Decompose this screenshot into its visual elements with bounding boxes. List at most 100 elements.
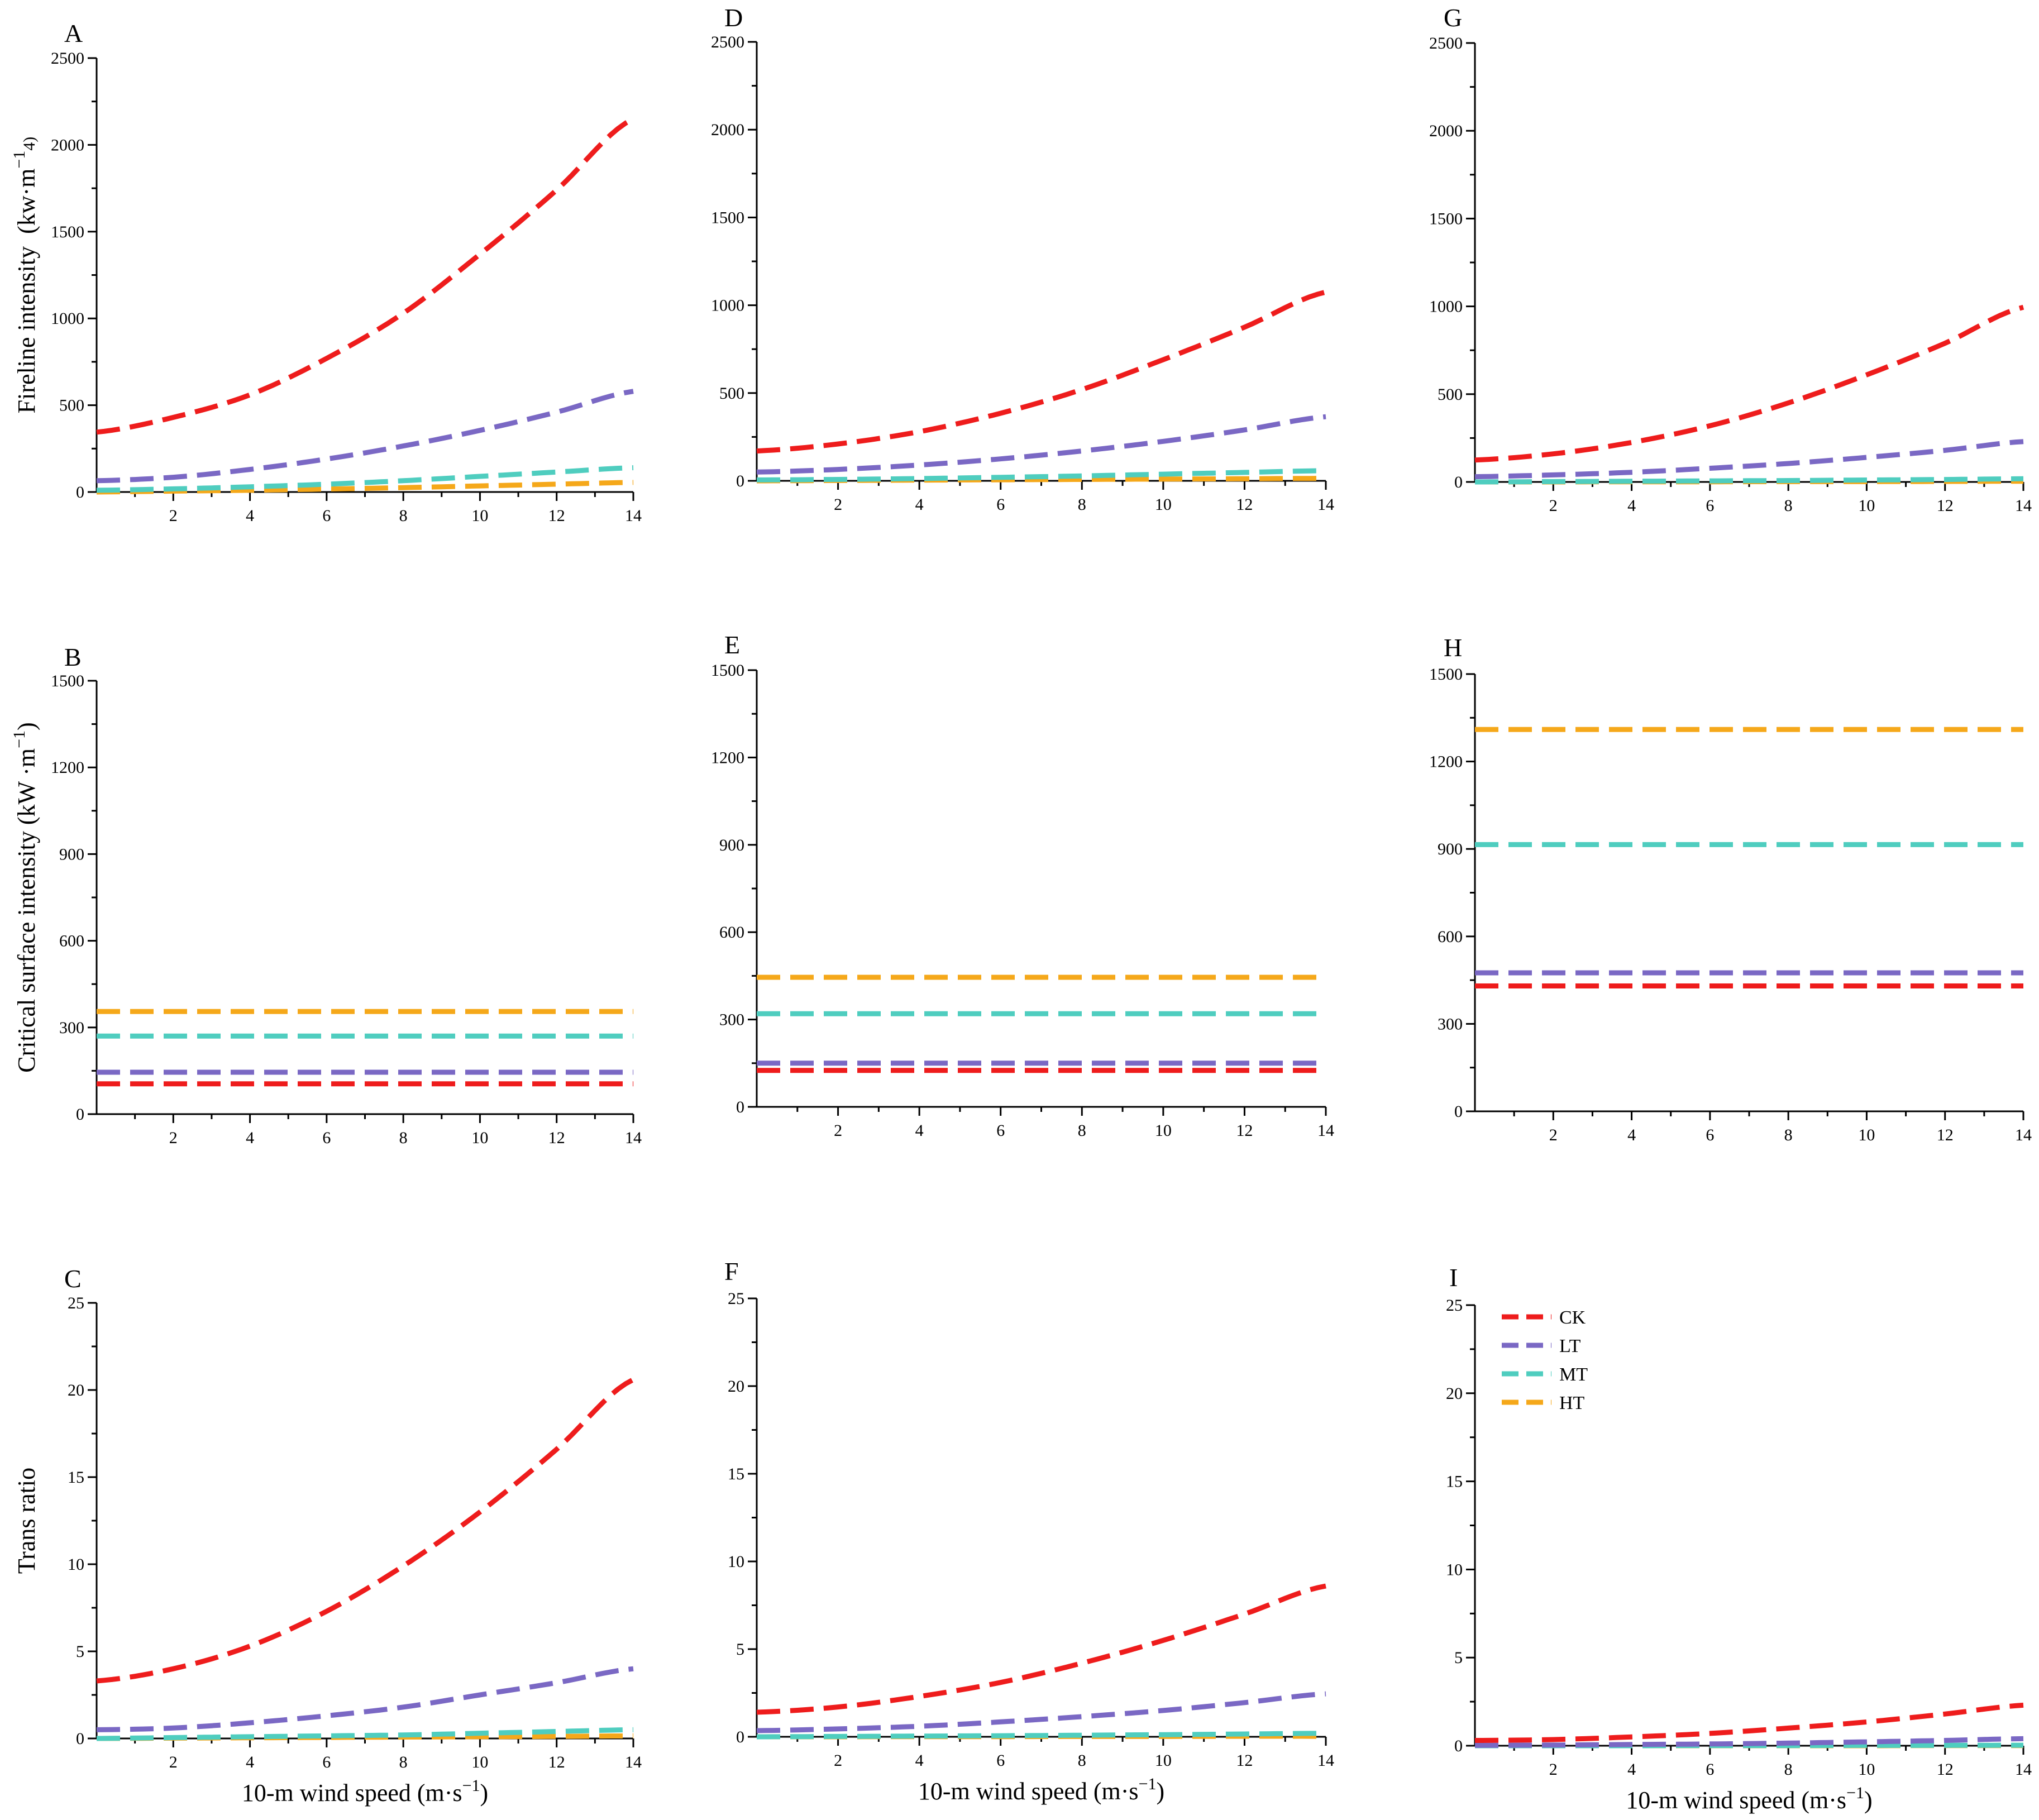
x-tick-label: 4: [1627, 496, 1636, 515]
y-tick-label: 300: [1438, 1015, 1463, 1033]
y-tick-label: 1200: [1429, 753, 1463, 771]
panel-letter: C: [64, 1264, 82, 1293]
x-tick-label: 4: [915, 1121, 924, 1140]
panel-letter: E: [724, 630, 740, 659]
y-tick-label: 1000: [51, 309, 84, 328]
y-tick-label: 1500: [711, 661, 744, 680]
x-tick-label: 10: [1155, 1751, 1172, 1770]
x-axis-unit-close: ): [1864, 1786, 1873, 1814]
x-tick-label: 2: [169, 1753, 178, 1771]
y-tick-label: 0: [1454, 473, 1463, 491]
x-tick-label: 4: [246, 507, 254, 525]
y-axis-unit-artifact: 4): [20, 137, 39, 151]
x-tick-label: 12: [1937, 1760, 1954, 1779]
y-tick-label: 300: [719, 1011, 744, 1029]
x-axis-unit-superscript: −1: [462, 1776, 480, 1795]
y-tick-label: 25: [728, 1289, 744, 1308]
x-tick-label: 6: [322, 507, 331, 525]
series-line-LT: [1474, 1736, 2024, 1748]
y-tick-label: 2000: [51, 136, 84, 154]
series-line-MT: [757, 1731, 1326, 1740]
x-axis-label: 10-m wind speed (m·s−1): [1626, 1784, 1872, 1814]
y-axis-label: Critical surface intensity (kW ·m−1): [10, 722, 40, 1072]
x-tick-label: 6: [322, 1753, 331, 1771]
y-tick-label: 0: [736, 472, 744, 490]
y-tick-label: 0: [76, 1105, 84, 1124]
y-tick-label: 600: [1438, 928, 1463, 946]
panel-letter: A: [64, 19, 83, 47]
panel-letter: D: [724, 3, 743, 32]
series-line-CK: [1475, 1702, 2024, 1743]
x-tick-label: 14: [2015, 1126, 2032, 1144]
y-tick-label: 2000: [711, 121, 744, 139]
x-tick-label: 12: [548, 507, 565, 525]
x-tick-label: 6: [996, 495, 1005, 514]
series-line-MT: [757, 468, 1326, 483]
x-tick-label: 8: [399, 1753, 408, 1771]
x-axis-label: 10-m wind speed (m·s−1): [242, 1776, 488, 1807]
x-axis-label-text: 10-m wind speed (m·s: [918, 1778, 1139, 1805]
x-tick-label: 2: [834, 1751, 842, 1770]
y-tick-label: 1500: [51, 223, 84, 241]
y-axis-unit-superscript: −1: [10, 151, 28, 169]
series-line-HT: [757, 476, 1326, 484]
y-tick-label: 20: [1446, 1384, 1463, 1403]
y-tick-label: 1500: [51, 672, 84, 690]
panel-letter: B: [64, 643, 82, 671]
y-tick-label: 2500: [51, 49, 84, 68]
x-axis-unit-close: ): [1156, 1778, 1164, 1805]
y-axis-label: Fireline intensity (kw·m−14): [10, 137, 40, 414]
panel-C: C 0 5 10 15 20 25 2 4 6 8 10 12 14 Trans ratio 10-m win…: [13, 1264, 642, 1807]
y-axis-label-text: Trans ratio: [13, 1468, 40, 1574]
y-tick-label: 2000: [1429, 122, 1463, 140]
series-line-LT: [756, 414, 1326, 475]
series-line-LT: [96, 389, 634, 484]
x-tick-label: 14: [2015, 496, 2032, 515]
x-axis-unit-superscript: −1: [1139, 1775, 1157, 1793]
x-tick-label: 10: [471, 1129, 488, 1147]
x-tick-label: 10: [1155, 1121, 1172, 1140]
x-tick-label: 6: [996, 1121, 1005, 1140]
x-axis-unit-superscript: −1: [1846, 1784, 1864, 1802]
y-tick-label: 600: [719, 923, 744, 942]
x-tick-label: 4: [915, 495, 924, 514]
panel-D: D 0 500 1000 1500 2000 2500 2 4 6 8 10 12 14: [711, 3, 1334, 514]
x-tick-label: 6: [322, 1129, 331, 1147]
panel-F: F 0 5 10 15 20 25 2 4 6 8 10 12 14 10-m wind speed (m·…: [724, 1257, 1334, 1805]
x-axis-label: 10-m wind speed (m·s−1): [918, 1775, 1164, 1805]
x-tick-label: 12: [548, 1753, 565, 1771]
y-tick-label: 5: [76, 1642, 84, 1661]
x-tick-label: 14: [625, 1129, 642, 1147]
x-tick-label: 10: [1858, 496, 1875, 515]
x-tick-label: 14: [625, 1753, 642, 1771]
y-tick-label: 2500: [711, 33, 744, 51]
legend-label-LT: LT: [1559, 1336, 1581, 1356]
y-tick-label: 1000: [711, 297, 744, 315]
y-tick-label: 300: [59, 1019, 84, 1037]
x-tick-label: 4: [1627, 1126, 1636, 1144]
y-tick-label: 0: [736, 1098, 744, 1116]
x-tick-label: 12: [1236, 1751, 1253, 1770]
x-tick-label: 8: [1078, 1751, 1086, 1770]
x-tick-label: 8: [1784, 1126, 1793, 1144]
x-tick-label: 10: [471, 1753, 488, 1771]
x-tick-label: 2: [1549, 496, 1558, 515]
series-line-MT: [1475, 476, 2024, 485]
x-tick-label: 10: [471, 507, 488, 525]
series-line-LT: [1474, 439, 2024, 480]
y-tick-label: 0: [1454, 1102, 1463, 1121]
y-tick-label: 1000: [1429, 298, 1463, 316]
y-tick-label: 0: [76, 483, 84, 501]
x-axis-label-text: 10-m wind speed (m·s: [242, 1779, 462, 1807]
panel-E: E 0 300 600 900 1200 1500 2 4 6 8 10 12 14: [711, 630, 1334, 1140]
x-tick-label: 14: [625, 507, 642, 525]
y-tick-label: 1500: [1429, 209, 1463, 228]
y-tick-label: 600: [59, 932, 84, 950]
legend-label-HT: HT: [1559, 1393, 1585, 1413]
y-tick-label: 1500: [1429, 665, 1463, 684]
x-tick-label: 2: [1549, 1126, 1558, 1144]
y-tick-label: 20: [728, 1377, 744, 1396]
series-line-CK: [96, 1377, 635, 1684]
x-tick-label: 14: [1317, 1751, 1334, 1770]
series-line-CK: [1474, 304, 2024, 463]
